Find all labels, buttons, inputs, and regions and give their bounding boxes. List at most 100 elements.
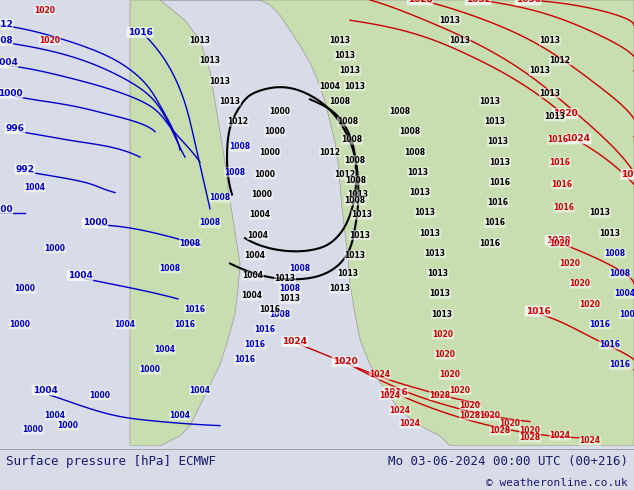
Text: 1024: 1024: [389, 406, 410, 415]
Text: 1013: 1013: [484, 117, 505, 126]
Text: 1008: 1008: [604, 249, 626, 258]
Text: 1016: 1016: [553, 203, 574, 212]
Text: 1013: 1013: [408, 168, 429, 177]
Text: 1000: 1000: [139, 366, 160, 374]
Text: 1000: 1000: [0, 89, 22, 98]
Text: 1016: 1016: [382, 388, 408, 397]
Text: 1008: 1008: [209, 193, 231, 202]
Text: 1008: 1008: [200, 219, 221, 227]
Text: 1004: 1004: [169, 411, 190, 420]
Text: 1024: 1024: [283, 337, 307, 346]
Text: 1016: 1016: [590, 320, 611, 329]
Text: 1000: 1000: [15, 284, 36, 294]
Text: 1016: 1016: [526, 307, 550, 316]
Text: 1024: 1024: [621, 170, 634, 179]
Text: 1016: 1016: [259, 305, 280, 314]
Text: 1020: 1020: [546, 236, 571, 245]
Text: 1012: 1012: [228, 117, 249, 126]
Text: 1013: 1013: [349, 231, 370, 240]
Text: Mo 03-06-2024 00:00 UTC (00+216): Mo 03-06-2024 00:00 UTC (00+216): [387, 455, 628, 468]
Text: 1016: 1016: [484, 219, 505, 227]
Text: 1004: 1004: [320, 82, 340, 91]
Text: 1000: 1000: [254, 170, 276, 179]
Text: 1000: 1000: [264, 127, 285, 136]
Text: 1013: 1013: [429, 290, 451, 298]
Text: 1013: 1013: [425, 249, 446, 258]
Text: 1020: 1020: [460, 401, 481, 410]
Text: 1020: 1020: [569, 279, 590, 288]
Text: 1013: 1013: [337, 269, 358, 278]
Text: 1016: 1016: [488, 198, 508, 207]
Text: 1020: 1020: [450, 386, 470, 394]
Text: 1032: 1032: [465, 0, 491, 4]
Text: 1013: 1013: [335, 51, 356, 60]
Text: 1013: 1013: [190, 36, 210, 45]
Text: 1004: 1004: [32, 386, 58, 394]
Text: 1016: 1016: [552, 180, 573, 189]
Text: 1013: 1013: [219, 97, 240, 106]
Text: 1028: 1028: [408, 0, 432, 4]
Text: 1008: 1008: [230, 143, 250, 151]
Text: 1020: 1020: [432, 330, 453, 339]
Text: 1012: 1012: [335, 170, 356, 179]
Text: 1016: 1016: [600, 340, 621, 349]
Polygon shape: [130, 0, 240, 446]
Text: 1016: 1016: [245, 340, 266, 349]
Text: 1004: 1004: [68, 271, 93, 280]
Text: 1020: 1020: [553, 109, 578, 118]
Text: 1008: 1008: [330, 97, 351, 106]
Text: 1008: 1008: [399, 127, 420, 136]
Text: 1013: 1013: [344, 251, 365, 260]
Text: 1020: 1020: [500, 419, 521, 428]
Text: 1004: 1004: [44, 411, 65, 420]
Text: 1008: 1008: [280, 284, 301, 294]
Text: 1013: 1013: [600, 228, 621, 238]
Text: 1013: 1013: [427, 269, 448, 278]
Text: 1016: 1016: [235, 355, 256, 364]
Text: 1024: 1024: [380, 391, 401, 400]
Text: 1013: 1013: [529, 67, 550, 75]
Text: 1004: 1004: [115, 320, 136, 329]
Text: 1013: 1013: [489, 158, 510, 167]
Text: 1016: 1016: [550, 158, 571, 167]
Text: 1013: 1013: [450, 36, 470, 45]
Text: 1028: 1028: [519, 433, 541, 442]
Text: 1000: 1000: [82, 219, 107, 227]
Text: 1013: 1013: [479, 97, 500, 106]
Text: 1013: 1013: [347, 190, 368, 199]
Text: 1013: 1013: [330, 36, 351, 45]
Text: 1013: 1013: [540, 89, 560, 98]
Text: 1016: 1016: [489, 178, 510, 187]
Text: 1020: 1020: [579, 299, 600, 309]
Text: 1000: 1000: [259, 147, 280, 156]
Text: 1024: 1024: [399, 419, 420, 428]
Text: 1013: 1013: [590, 208, 611, 218]
Text: 1008: 1008: [0, 36, 13, 45]
Text: 1008: 1008: [269, 310, 290, 318]
Text: 1004: 1004: [614, 290, 634, 298]
Text: 1028: 1028: [460, 411, 481, 420]
Text: 1004: 1004: [245, 251, 266, 260]
Text: 996: 996: [6, 124, 25, 133]
Text: 1013: 1013: [439, 16, 460, 25]
Text: 1004: 1004: [242, 292, 262, 300]
Text: 1000: 1000: [269, 107, 290, 116]
Text: 1020: 1020: [519, 426, 541, 435]
Text: 1012: 1012: [0, 20, 13, 29]
Text: 1024: 1024: [370, 370, 391, 379]
Text: 1013: 1013: [209, 76, 231, 86]
Text: 1016: 1016: [479, 239, 500, 248]
Text: 1016: 1016: [184, 305, 205, 314]
Text: 1013: 1013: [432, 310, 453, 318]
Text: 1013: 1013: [420, 228, 441, 238]
Text: 1004: 1004: [247, 231, 269, 240]
Text: 1013: 1013: [410, 188, 430, 197]
Text: 1024: 1024: [566, 134, 590, 144]
Text: 1000: 1000: [10, 320, 30, 329]
Text: 1013: 1013: [488, 137, 508, 147]
Text: 1020: 1020: [434, 350, 455, 359]
Polygon shape: [150, 0, 634, 446]
Text: 1028: 1028: [429, 391, 451, 400]
Text: 1008: 1008: [389, 107, 411, 116]
Text: 1013: 1013: [200, 56, 221, 65]
